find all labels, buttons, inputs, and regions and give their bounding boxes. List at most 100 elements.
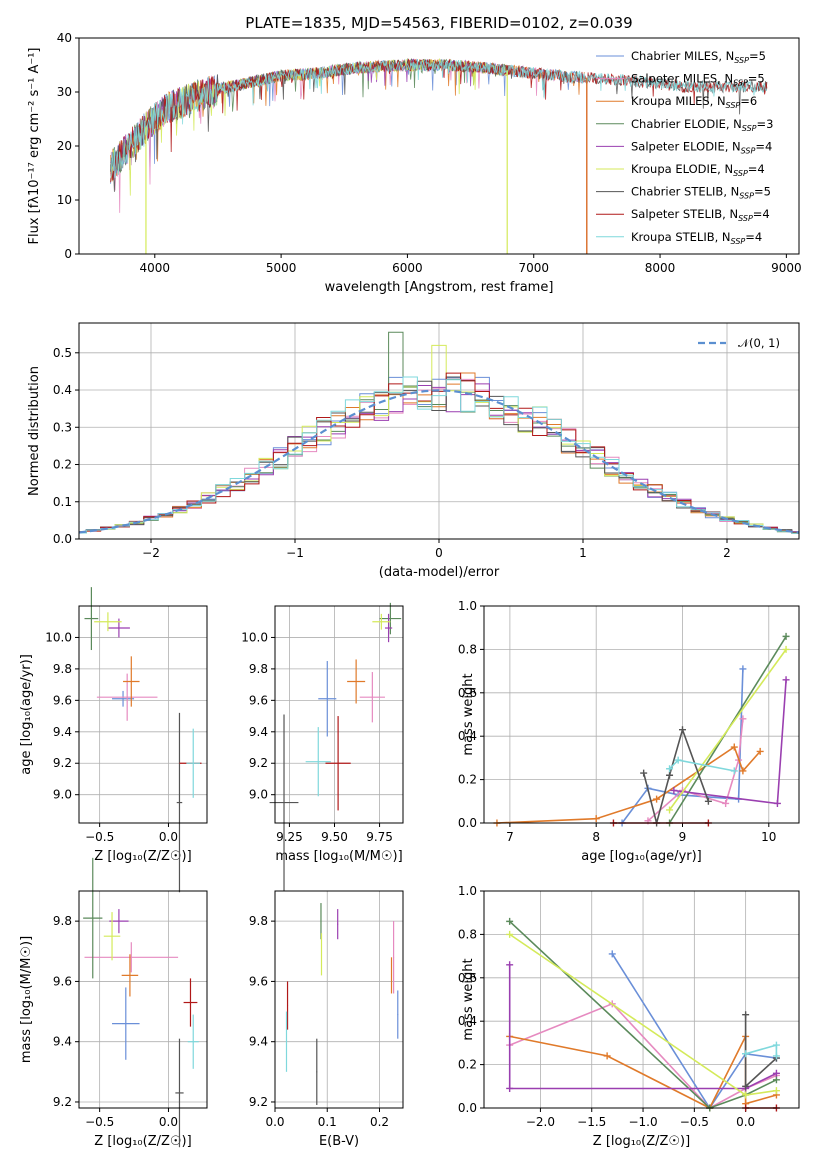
- spectrum-series-group: [110, 57, 768, 254]
- mw-vs-Z-line-kroupa_miles: [509, 1035, 777, 1110]
- residuals-normal-curve: [79, 389, 799, 534]
- mw-vs-Z-xtick-label: −1.0: [628, 1115, 657, 1129]
- residuals-ytick-label: 0.2: [53, 458, 72, 472]
- spectrum-xtick-label: 9000: [771, 261, 802, 275]
- age-vs-Z-ytick-label: 9.6: [53, 693, 72, 707]
- mw-vs-age-marker-salpeter_miles: [722, 799, 730, 807]
- mass-vs-ebv-ytick-label: 9.4: [249, 1035, 268, 1049]
- mw-vs-age-xtick-label: 8: [592, 830, 600, 844]
- mass-vs-ebv-frame: [274, 890, 404, 1109]
- mw-vs-Z-ytick-label: 0.8: [458, 927, 477, 941]
- mw-vs-age-marker-kroupa_miles: [592, 815, 600, 823]
- mw-vs-Z-ytick-label: 0.2: [458, 1058, 477, 1072]
- age-vs-Z-ytick-label: 10.0: [45, 630, 72, 644]
- age-vs-mass-ytick-label: 10.0: [241, 630, 268, 644]
- mw-vs-age-marker-chabrier_stelib: [678, 726, 686, 734]
- mw-vs-Z-ytick-label: 1.0: [458, 884, 477, 898]
- mw-vs-age-marker-chabrier_stelib: [640, 769, 648, 777]
- spectrum-xtick-label: 7000: [518, 261, 549, 275]
- mw-vs-Z-marker-kroupa_elodie: [506, 930, 514, 938]
- mw-vs-Z-line-chabrier_miles: [611, 953, 777, 1110]
- spectrum-ytick-label: 0: [64, 247, 72, 261]
- spectrum-xtick-label: 4000: [140, 261, 171, 275]
- mw-vs-age-ytick-label: 0.6: [458, 686, 477, 700]
- residuals-xtick-label: 1: [579, 546, 587, 560]
- mw-vs-age-ytick-label: 0.0: [458, 816, 477, 830]
- residuals-hist-group: [79, 331, 799, 534]
- age-vs-mass-ytick-label: 9.4: [249, 725, 268, 739]
- legend-label-salpeter_stelib: Salpeter STELIB, NSSP=4: [631, 207, 770, 223]
- residuals-ytick-label: 0.4: [53, 383, 72, 397]
- age-vs-Z-ylabel: age [log₁₀(age/yr)]: [19, 654, 34, 775]
- age-vs-mass-ytick-label: 9.8: [249, 662, 268, 676]
- mw-vs-Z-marker-salpeter_elodie: [506, 961, 514, 969]
- mw-vs-Z-marker-kroupa_stelib: [742, 1050, 750, 1058]
- mw-vs-age-marker-chabrier_miles: [739, 665, 747, 673]
- legend-label-salpeter_elodie: Salpeter ELODIE, NSSP=4: [631, 139, 772, 155]
- spectrum-ytick-label: 20: [57, 139, 72, 153]
- mass-vs-Z-xtick-label: 0.0: [159, 1115, 178, 1129]
- mass-vs-Z-ytick-label: 9.2: [53, 1095, 72, 1109]
- mw-vs-Z-series: [506, 917, 780, 1112]
- mw-vs-Z-axes: −2.0 −1.5 −1.0 −0.5 0.0 0.0 0.2 0.4 0.6 0.8 1.0 Z […: [458, 884, 799, 1149]
- spectrum-title: PLATE=1835, MJD=54563, FIBERID=0102, z=0…: [245, 14, 632, 32]
- spectrum-axes: 4000 5000 6000 7000 8000 9000 0 10 20 30 40 wavelen…: [27, 31, 802, 295]
- mass-vs-Z-frame: [78, 890, 208, 1109]
- age-vs-mass-points: [269, 602, 402, 891]
- age-vs-mass-xlabel: mass [log₁₀(M/M☉)]: [275, 849, 402, 864]
- residuals-ytick-label: 0.5: [53, 346, 72, 360]
- mw-vs-Z-marker-chabrier_stelib: [742, 1082, 750, 1090]
- mass-vs-ebv-xlabel: E(B-V): [319, 1134, 359, 1149]
- residuals-xtick-label: −1: [286, 546, 304, 560]
- spectrum-frame: [78, 37, 800, 255]
- mw-vs-age-marker-kroupa_stelib: [674, 756, 682, 764]
- age-vs-Z-xtick-label: −0.5: [85, 830, 114, 844]
- mass-vs-Z-ytick-label: 9.6: [53, 974, 72, 988]
- mw-vs-Z-line-salpeter_elodie: [508, 964, 777, 1090]
- mass-vs-ebv-xtick-label: 0.1: [318, 1115, 337, 1129]
- mw-vs-age-marker-chabrier_stelib: [704, 797, 712, 805]
- mw-vs-age-xtick-label: 10: [761, 830, 776, 844]
- mw-vs-age-xlabel: age [log₁₀(age/yr)]: [581, 849, 702, 864]
- mw-vs-Z-marker-kroupa_elodie: [772, 1087, 780, 1095]
- residuals-frame: [78, 322, 800, 540]
- mw-vs-age-marker-kroupa_miles: [739, 767, 747, 775]
- age-vs-mass-xtick-label: 9.75: [366, 830, 393, 844]
- mass-vs-Z-axes: −0.5 0.0 9.2 9.4 9.6 9.8 Z [log₁₀(Z/Z☉)] mass […: [19, 891, 207, 1149]
- mass-vs-Z-points: [83, 857, 199, 1148]
- mw-vs-age-xtick-label: 9: [679, 830, 687, 844]
- age-vs-mass-frame: [274, 605, 404, 824]
- mw-vs-Z-marker-kroupa_stelib: [772, 1041, 780, 1049]
- age-vs-mass-ytick-label: 9.0: [249, 788, 268, 802]
- mw-vs-Z-marker-chabrier_elodie: [506, 917, 514, 925]
- age-vs-Z-ytick-label: 9.4: [53, 725, 72, 739]
- mw-vs-age-marker-salpeter_miles: [739, 715, 747, 723]
- mw-vs-age-marker-salpeter_elodie: [773, 799, 781, 807]
- mw-vs-Z-xlabel: Z [log₁₀(Z/Z☉)]: [593, 1134, 690, 1149]
- age-vs-Z-ytick-label: 9.8: [53, 662, 72, 676]
- spectrum-ytick-label: 10: [57, 193, 72, 207]
- spectrum-ylabel: Flux [fλ10⁻¹⁷ erg cm⁻² s⁻¹ A⁻¹]: [27, 48, 42, 245]
- legend-label-chabrier_miles: Chabrier MILES, NSSP=5: [631, 49, 766, 65]
- mw-vs-Z-ylabel: mass weight: [461, 958, 476, 1040]
- mass-vs-ebv-ytick-label: 9.6: [249, 974, 268, 988]
- mw-vs-Z-marker-chabrier_elodie: [772, 1076, 780, 1084]
- age-vs-mass-axes: 9.25 9.50 9.75 9.0 9.2 9.4 9.6 9.8 10.0 mass [log…: [241, 606, 403, 864]
- mw-vs-age-ytick-label: 0.2: [458, 773, 477, 787]
- spectrum-ytick-label: 30: [57, 85, 72, 99]
- age-vs-mass-ytick-label: 9.2: [249, 756, 268, 770]
- mw-vs-age-xtick-label: 7: [506, 830, 514, 844]
- legend-label-kroupa_elodie: Kroupa ELODIE, NSSP=4: [631, 162, 765, 178]
- mw-vs-age-line-kroupa_elodie: [668, 648, 787, 811]
- mass-vs-ebv-xtick-label: 0.0: [265, 1115, 284, 1129]
- mw-vs-age-frame: [483, 605, 800, 824]
- age-vs-Z-xlabel: Z [log₁₀(Z/Z☉)]: [94, 849, 191, 864]
- mw-vs-age-marker-kroupa_stelib: [730, 767, 738, 775]
- spectrum-xtick-label: 6000: [392, 261, 423, 275]
- mass-vs-ebv-axes: 0.0 0.1 0.2 9.2 9.4 9.6 9.8 E(B-V): [249, 891, 403, 1149]
- mass-vs-Z-xtick-label: −0.5: [85, 1115, 114, 1129]
- residuals-xtick-label: −2: [142, 546, 160, 560]
- spectrum-line-kroupa_stelib: [110, 59, 768, 179]
- residuals-ylabel: Normed distribution: [27, 366, 42, 496]
- mw-vs-age-ytick-label: 0.4: [458, 729, 477, 743]
